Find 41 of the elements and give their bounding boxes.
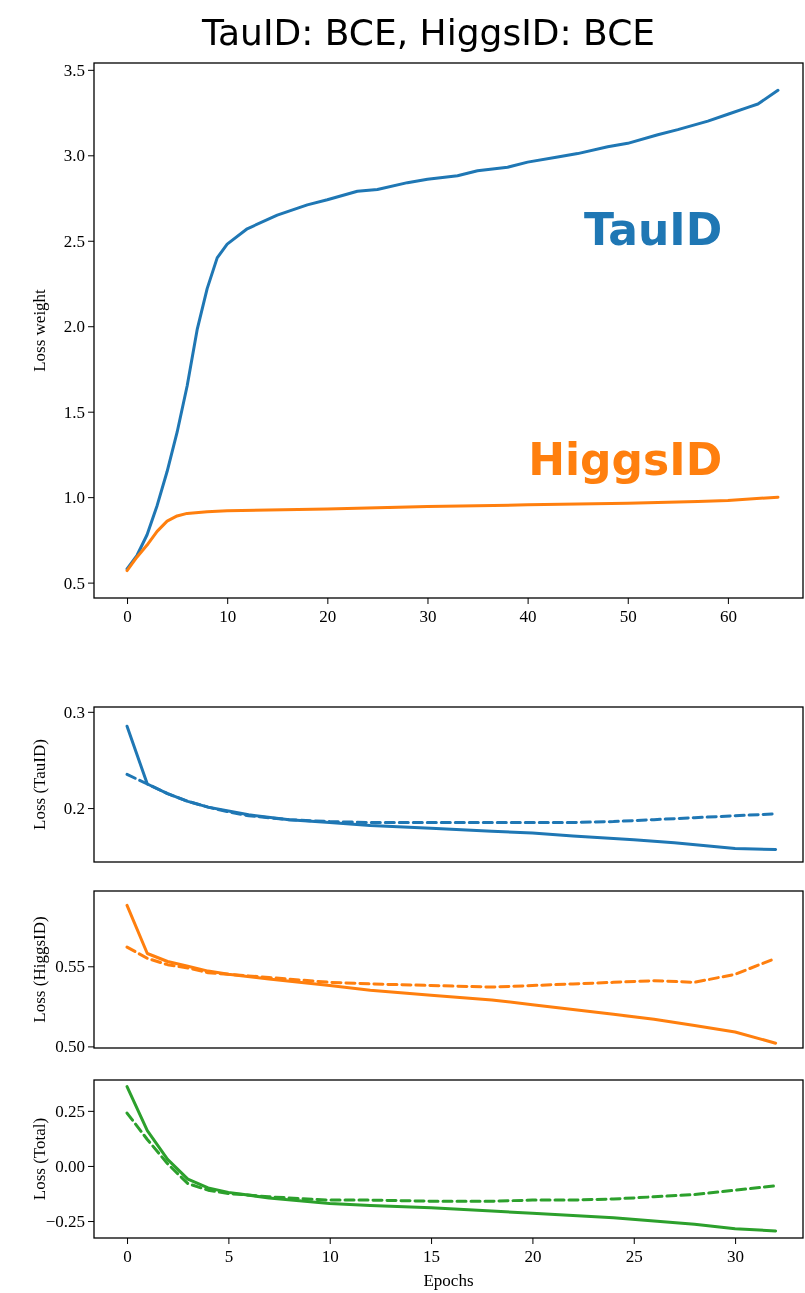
x-tick-label: 25 <box>625 1247 643 1267</box>
series-label: HiggsID <box>528 433 723 485</box>
x-tick-label: 60 <box>719 607 737 627</box>
chart-title: TauID: BCE, HiggsID: BCE <box>200 12 656 53</box>
line-series <box>125 903 778 1045</box>
line-series <box>125 495 780 573</box>
y-axis-title: Loss weight <box>30 288 49 372</box>
y-tick-label: 0.3 <box>63 702 85 722</box>
x-tick-label: 20 <box>319 607 337 627</box>
y-tick-label: 0.00 <box>55 1156 85 1176</box>
y-tick-label: −0.25 <box>45 1211 85 1231</box>
y-tick-label: 3.0 <box>63 146 85 166</box>
x-tick-label: 5 <box>224 1247 234 1267</box>
x-tick-label: 15 <box>423 1247 441 1267</box>
y-axis-title: Loss (HiggsID) <box>30 916 49 1023</box>
y-tick-label: 0.25 <box>55 1101 85 1121</box>
y-axis-title: Loss (TauID) <box>30 739 49 830</box>
line-series <box>125 88 780 571</box>
y-axis-title: Loss (Total) <box>30 1117 49 1201</box>
x-tick-label: 0 <box>123 1247 132 1267</box>
y-tick-label: 3.5 <box>63 60 85 80</box>
x-tick-label: 40 <box>519 607 537 627</box>
y-tick-label: 0.50 <box>55 1037 85 1057</box>
y-tick-label: 2.0 <box>63 317 85 337</box>
line-series <box>125 724 778 851</box>
y-tick-label: 0.2 <box>63 799 85 819</box>
x-tick-label: 30 <box>727 1247 745 1267</box>
x-tick-label: 10 <box>219 607 237 627</box>
x-tick-label: 50 <box>619 607 637 627</box>
x-axis-title: Epochs <box>423 1271 474 1290</box>
series-label: TauID <box>583 203 723 255</box>
x-tick-label: 20 <box>524 1247 542 1267</box>
y-tick-label: 2.5 <box>63 231 85 251</box>
y-tick-label: 1.0 <box>63 488 85 508</box>
x-tick-label: 30 <box>419 607 437 627</box>
y-tick-label: 0.5 <box>63 573 85 593</box>
x-tick-label: 10 <box>321 1247 339 1267</box>
line-series <box>125 1085 778 1233</box>
x-tick-label: 0 <box>123 607 132 627</box>
y-tick-label: 1.5 <box>63 402 85 422</box>
y-tick-label: 0.55 <box>55 957 85 977</box>
